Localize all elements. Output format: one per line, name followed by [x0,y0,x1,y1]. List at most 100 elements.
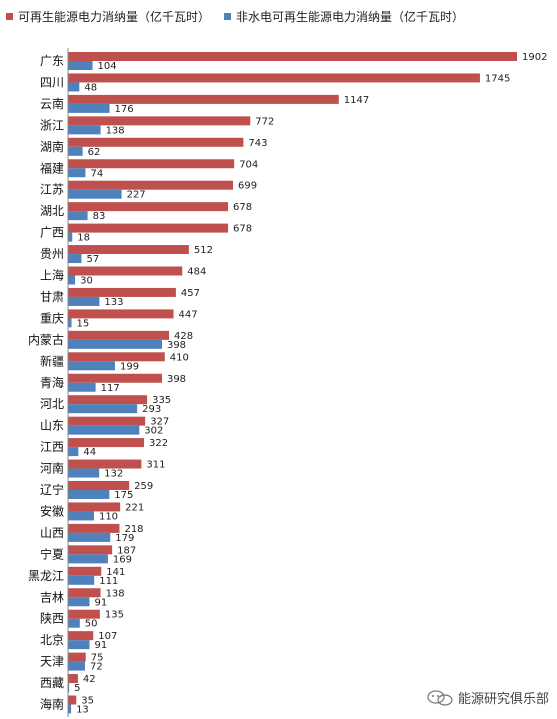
data-label-series1-4: 743 [248,138,267,149]
bar-series2-18 [68,447,79,457]
category-label-20: 辽宁 [40,482,64,497]
category-label-23: 宁夏 [40,546,64,561]
category-label-30: 海南 [40,697,64,712]
bar-series1-19 [68,459,142,469]
bar-series1-14 [68,352,165,362]
bar-series2-5 [68,168,86,178]
bar-series2-7 [68,211,88,221]
bar-series1-8 [68,223,229,233]
legend-swatch-series1 [6,13,13,20]
data-label-series1-27: 107 [98,631,117,642]
legend-label-series2: 非水电可再生能源电力消纳量（亿千瓦时） [236,10,465,24]
data-label-series2-10: 30 [80,276,93,287]
bar-series1-21 [68,502,121,512]
data-label-series1-11: 457 [181,288,200,299]
data-label-series2-4: 62 [88,147,101,158]
data-label-series1-14: 410 [170,352,189,363]
legend-swatch-series2 [224,13,232,20]
category-label-7: 湖北 [40,203,64,218]
bar-series2-9 [68,254,82,264]
data-label-series1-5: 704 [239,159,258,170]
category-label-25: 吉林 [40,590,64,604]
data-label-series2-29: 5 [74,683,80,694]
wechat-icon [427,689,453,706]
bar-series1-17 [68,416,146,426]
bar-series2-10 [68,275,76,285]
bar-series1-9 [68,245,189,255]
data-label-series2-7: 83 [93,211,106,222]
category-label-11: 甘肃 [40,290,64,304]
category-label-13: 内蒙古 [28,332,64,347]
data-label-series1-17: 327 [150,417,169,428]
bar-series1-10 [68,266,183,276]
bar-series1-20 [68,481,130,490]
bar-series1-22 [68,523,120,533]
data-label-series2-25: 91 [94,597,107,608]
bar-series2-13 [68,339,162,349]
data-label-series1-19: 311 [146,460,165,471]
bar-series2-1 [68,82,80,92]
category-label-19: 河南 [40,461,64,476]
bar-series2-11 [68,296,100,306]
data-label-series1-15: 398 [167,374,186,385]
bar-series2-29 [68,683,70,693]
category-label-29: 西藏 [40,676,64,690]
data-label-series1-8: 678 [233,224,252,235]
data-label-series2-22: 179 [115,533,134,544]
category-label-5: 福建 [40,160,64,175]
data-label-series1-18: 322 [149,438,168,449]
data-label-series2-24: 111 [99,576,118,587]
data-label-series2-1: 48 [84,82,97,93]
bar-series1-28 [68,652,86,662]
data-label-series1-20: 259 [134,481,153,492]
category-label-12: 重庆 [40,311,64,325]
bar-series1-5 [68,159,235,169]
legend-item-series2: 非水电可再生能源电力消纳量（亿千瓦时） [224,8,464,25]
watermark: 能源研究俱乐部 [426,688,549,707]
bar-series2-17 [68,425,140,435]
data-label-series2-27: 91 [94,640,107,651]
bar-series1-24 [68,566,102,576]
category-label-28: 天津 [40,655,64,669]
data-label-series2-19: 132 [104,469,123,480]
data-label-series2-26: 50 [85,619,98,630]
bar-series1-7 [68,202,229,212]
bar-series1-15 [68,373,162,383]
data-label-series2-11: 133 [104,297,123,308]
bar-series2-30 [68,704,72,714]
data-label-series1-29: 42 [83,674,96,685]
legend: 可再生能源电力消纳量（亿千瓦时） 非水电可再生能源电力消纳量（亿千瓦时） [6,8,464,25]
bar-series2-23 [68,554,108,564]
data-label-series2-2: 176 [115,104,134,115]
data-label-series1-1: 1745 [485,73,510,84]
bar-series1-4 [68,137,244,147]
bar-series1-16 [68,395,148,405]
category-label-3: 浙江 [40,118,64,132]
bar-series2-16 [68,404,138,414]
bar-series2-22 [68,532,111,542]
category-label-10: 上海 [40,268,64,283]
category-label-6: 江苏 [40,183,64,197]
bar-series2-19 [68,468,100,478]
data-label-series1-13: 428 [174,331,193,342]
bar-series1-12 [68,309,174,319]
bar-series2-20 [68,490,110,499]
bar-series1-27 [68,631,94,641]
bar-series2-27 [68,640,90,650]
category-label-1: 四川 [40,75,64,89]
data-label-series2-15: 117 [101,383,120,394]
bar-series1-11 [68,287,176,297]
category-label-14: 新疆 [40,353,64,368]
data-label-series1-25: 138 [106,588,125,599]
data-label-series2-0: 104 [98,61,117,72]
bar-series2-24 [68,575,95,585]
data-label-series2-3: 138 [106,125,125,136]
data-label-series2-8: 18 [77,233,90,244]
data-label-series1-24: 141 [106,567,125,578]
data-label-series1-22: 218 [124,524,143,535]
watermark-text: 能源研究俱乐部 [457,692,549,707]
category-label-16: 河北 [40,397,64,411]
category-label-4: 湖南 [40,139,64,154]
category-label-9: 贵州 [40,247,64,261]
category-label-18: 江西 [40,440,64,454]
